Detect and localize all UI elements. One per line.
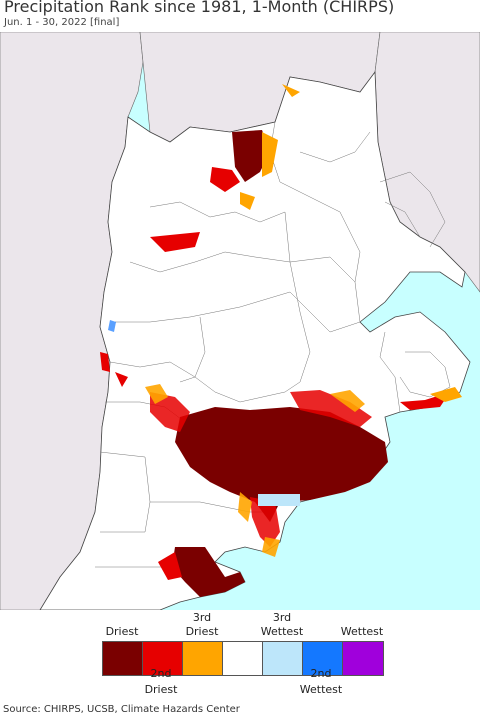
rank-patches bbox=[100, 84, 462, 597]
legend-label-third-driest-line2: Driest bbox=[185, 625, 219, 638]
legend-swatch-third-driest bbox=[183, 642, 223, 675]
legend-label-driest-line1 bbox=[92, 611, 152, 625]
legend-swatch-wettest bbox=[343, 642, 383, 675]
legend-swatch-second-wettest bbox=[303, 642, 343, 675]
legend-label-second-wettest-line1: 2nd bbox=[310, 667, 332, 680]
source-credit: Source: CHIRPS, UCSB, Climate Hazards Ce… bbox=[3, 704, 240, 715]
precipitation-rank-map bbox=[0, 32, 480, 610]
legend-label-second-wettest-line2: Wettest bbox=[299, 683, 343, 696]
map-subtitle: Jun. 1 - 30, 2022 [final] bbox=[4, 17, 120, 28]
patch-driest-patagonia bbox=[172, 547, 245, 597]
legend-swatch-second-driest bbox=[143, 642, 183, 675]
patch-second-driest-west bbox=[100, 352, 128, 387]
legend-label-third-driest: 3rd Driest bbox=[172, 611, 232, 639]
patch-wet-west bbox=[108, 320, 116, 332]
patch-second-driest-north bbox=[150, 167, 240, 252]
legend-swatch-third-wettest bbox=[263, 642, 303, 675]
legend-swatch-driest bbox=[103, 642, 143, 675]
patch-driest-pampas bbox=[175, 407, 388, 522]
legend-label-driest: Driest bbox=[92, 611, 152, 639]
legend-label-second-wettest: 2nd Wettest bbox=[286, 666, 356, 698]
legend-label-second-driest: 2nd Driest bbox=[126, 666, 196, 698]
legend-label-third-wettest: 3rd Wettest bbox=[252, 611, 312, 639]
legend-label-third-wettest-line2: Wettest bbox=[260, 625, 304, 638]
patch-third-driest-pampas bbox=[145, 384, 365, 557]
legend-swatch-normal bbox=[223, 642, 263, 675]
legend-label-second-driest-line1: 2nd bbox=[150, 667, 172, 680]
patch-third-driest-uruguay bbox=[430, 387, 462, 402]
legend: Driest 3rd Driest 3rd Wettest Wettest 2n… bbox=[0, 610, 480, 700]
legend-label-wettest: Wettest bbox=[332, 611, 392, 639]
legend-label-driest-line2: Driest bbox=[105, 625, 139, 638]
map-title: Precipitation Rank since 1981, 1-Month (… bbox=[4, 0, 395, 16]
legend-label-second-driest-line2: Driest bbox=[144, 683, 178, 696]
legend-label-third-wettest-line1: 3rd bbox=[272, 611, 292, 624]
patch-third-driest-north bbox=[240, 84, 300, 210]
patch-wet-light bbox=[258, 494, 300, 506]
admin-boundaries bbox=[95, 121, 451, 568]
legend-label-wettest-line1 bbox=[332, 611, 392, 625]
patch-second-driest-patagonia bbox=[158, 552, 182, 580]
legend-label-third-driest-line1: 3rd bbox=[192, 611, 212, 624]
legend-label-wettest-line2: Wettest bbox=[340, 625, 384, 638]
patch-driest-north bbox=[232, 130, 270, 182]
legend-color-scale bbox=[102, 641, 384, 676]
